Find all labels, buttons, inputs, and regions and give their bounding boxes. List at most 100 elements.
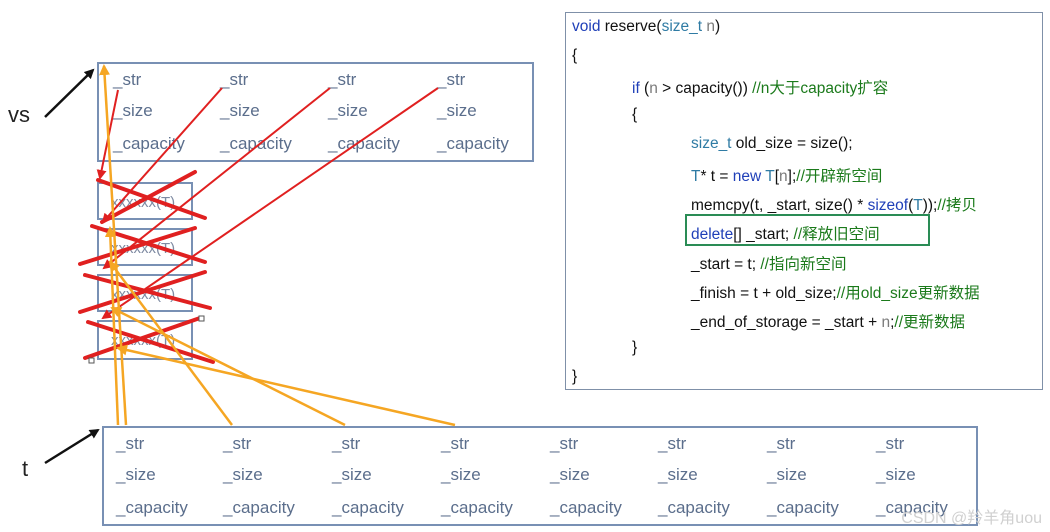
code-line: } [572,368,577,386]
t-field: _capacity [550,498,622,517]
vs-box [97,62,534,162]
code-token: )); [922,197,938,215]
code-token: n [706,18,716,35]
code-token: T [765,168,775,185]
new-pointer-arrow [116,344,456,427]
vs-field: _capacity [437,134,509,153]
code-token: ]; [787,168,797,185]
code-token: } [632,339,638,357]
vs-field: _capacity [328,134,400,153]
t-box [102,426,978,526]
cross-mark [100,170,197,224]
vs-field: _str [328,70,357,89]
code-token: //n大于capacity扩容 [752,80,889,98]
code-token: } [572,368,578,386]
t-field: _capacity [876,498,948,517]
code-token: //用old_size更新数据 [836,284,980,302]
code-token: * t = [700,168,733,185]
t-field: _str [441,434,470,453]
code-token: n [881,314,891,331]
vs-field: _str [437,70,466,89]
t-field: _size [658,465,698,484]
code-token: reserve( [600,18,662,35]
code-token: T [913,197,923,215]
t-field: _size [767,465,807,484]
t-field: _capacity [767,498,839,517]
code-line: delete[] _start; //释放旧空间 [691,222,880,244]
code-token: //释放旧空间 [793,226,880,244]
cross-mark [78,226,197,266]
cross-mark [83,316,202,360]
code-token: old_size = size(); [731,134,853,152]
code-token: n [649,80,658,98]
code-line: _start = t; //指向新空间 [691,252,846,274]
vs-field: _capacity [113,134,185,153]
code-line: { [572,47,577,65]
code-line: void reserve(size_t n) [572,18,720,36]
new-pointer-arrow [110,306,346,427]
t-field: _capacity [658,498,730,517]
code-token: size_t [691,134,732,152]
vs-field: _size [437,101,477,120]
old-pointer-arrow [101,87,439,320]
t-field: _str [332,434,361,453]
code-token: _finish = t + old_size; [691,284,837,302]
code-token: //更新数据 [894,314,966,331]
old-string-label: xxxxxx(T) [111,240,176,257]
code-token: { [632,105,638,123]
code-token: > capacity()) [657,80,753,98]
t-field: _size [332,465,372,484]
selection-handle [88,357,95,364]
code-line: T* t = new T[n];//开辟新空间 [691,164,882,186]
code-token: //拷贝 [937,197,977,215]
t-field: _size [116,465,156,484]
code-token: [ [774,168,780,185]
code-line: _finish = t + old_size;//用old_size更新数据 [691,281,980,303]
code-token: T [691,168,701,185]
delete-highlight-box [685,214,930,246]
t-field: _str [767,434,796,453]
t-pointer-arrow [44,428,100,465]
code-token: size_t [661,18,703,35]
new-pointer-arrow [99,64,128,426]
code-token: ) [715,18,721,35]
t-field: _capacity [441,498,513,517]
code-token: [] _start; [733,226,794,244]
code-token: if [632,80,640,98]
vs-pointer-arrow [44,68,95,118]
code-token: new [732,168,762,185]
code-line: size_t old_size = size(); [691,135,853,153]
code-line: _end_of_storage = _start + n;//更新数据 [691,310,965,332]
code-token: { [572,47,578,65]
code-token: memcpy(t, _start, size() * [691,197,868,215]
t-field: _str [116,434,145,453]
t-field: _str [550,434,579,453]
code-token: ; [890,314,895,331]
cross-mark [96,178,207,220]
code-token: //开辟新空间 [796,168,883,185]
t-field: _size [550,465,590,484]
vs-label: vs [8,102,30,127]
t-field: _str [658,434,687,453]
selection-handle [198,315,205,322]
code-panel [565,12,1043,390]
code-token: sizeof [867,197,909,215]
vs-field: _size [328,101,368,120]
vs-field: _size [220,101,260,120]
vs-field: _str [113,70,142,89]
vs-field: _size [113,101,153,120]
t-field: _size [223,465,263,484]
t-label: t [22,456,29,481]
code-line: { [632,106,637,124]
watermark: CSDN @羚羊角uou [901,510,1042,527]
vs-field: _capacity [220,134,292,153]
vs-field: _str [220,70,249,89]
code-token: _start = t; [691,255,761,273]
t-field: _capacity [332,498,404,517]
t-field: _str [223,434,252,453]
code-token: delete [691,226,734,244]
code-token: void [572,18,601,35]
t-field: _size [876,465,916,484]
code-token: n [779,168,788,185]
